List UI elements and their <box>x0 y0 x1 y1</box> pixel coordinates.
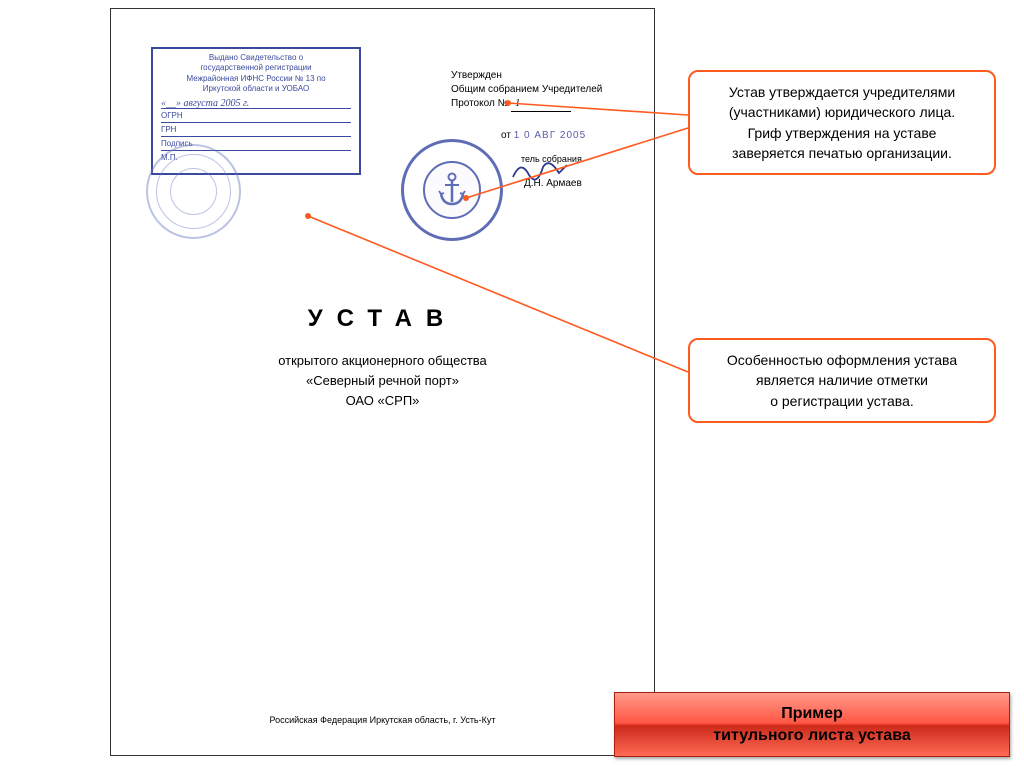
banner-line: титульного листа устава <box>627 725 997 747</box>
callout-registration: Особенностью оформления устава является … <box>688 338 996 423</box>
callout-line: о регистрации устава. <box>706 391 978 411</box>
banner-line: Пример <box>627 703 997 725</box>
document-subtitle: открытого акционерного общества «Северны… <box>111 351 654 411</box>
stamp-line: Выдано Свидетельство о <box>161 53 351 63</box>
stamp-line: государственной регистрации <box>161 63 351 73</box>
anchor-icon <box>437 172 467 208</box>
document-title: УСТАВ <box>111 305 654 333</box>
subtitle-line: открытого акционерного общества <box>111 351 654 371</box>
stamp-ogrn-label: ОГРН <box>161 111 183 120</box>
stamp-grn-label: ГРН <box>161 125 176 134</box>
document-footer: Российская Федерация Иркутская область, … <box>111 715 654 725</box>
stamp-line: Иркутской области и УОБАО <box>161 84 351 94</box>
callout-line: заверяется печатью организации. <box>706 143 978 163</box>
approval-date: от 1 0 АВГ 2005 <box>501 130 586 141</box>
callout-line: Гриф утверждения на уставе <box>706 123 978 143</box>
callout-approval: Устав утверждается учредителями (участни… <box>688 70 996 175</box>
stamp-date-field: «__» августа 2005 г. <box>161 98 249 109</box>
subtitle-line: ОАО «СРП» <box>111 391 654 411</box>
callout-line: Особенностью оформления устава <box>706 350 978 370</box>
callout-line: Устав утверждается учредителями <box>706 82 978 102</box>
organization-seal-icon <box>401 139 503 241</box>
protocol-number: 1 <box>511 97 571 112</box>
date-prefix: от <box>501 130 511 141</box>
approval-line: Общим собранием Учредителей <box>451 83 602 97</box>
stamp-line: Межрайонная ИФНС России № 13 по <box>161 74 351 84</box>
tax-seal-icon <box>146 144 241 239</box>
callout-line: (участниками) юридического лица. <box>706 102 978 122</box>
signature-icon <box>511 157 571 187</box>
example-banner: Пример титульного листа устава <box>614 692 1010 757</box>
date-stamp: 1 0 АВГ 2005 <box>514 130 586 141</box>
subtitle-line: «Северный речной порт» <box>111 371 654 391</box>
callout-line: является наличие отметки <box>706 370 978 390</box>
document-page: Выдано Свидетельство о государственной р… <box>110 8 655 756</box>
protocol-label: Протокол № <box>451 98 508 109</box>
approval-line: Утвержден <box>451 69 602 83</box>
approval-block: Утвержден Общим собранием Учредителей Пр… <box>451 69 602 112</box>
